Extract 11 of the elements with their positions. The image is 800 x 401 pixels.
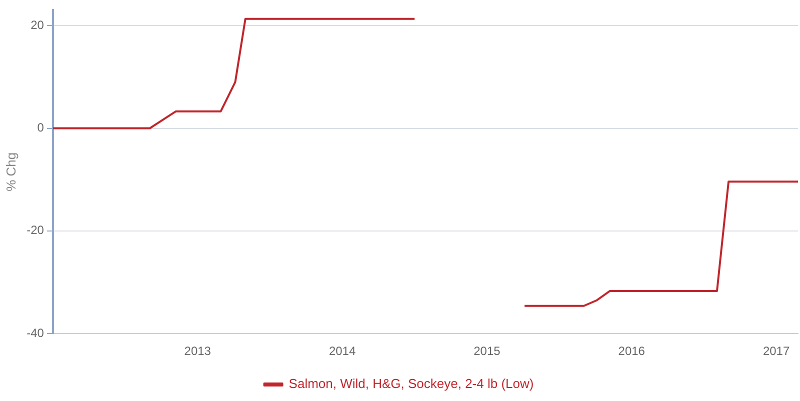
x-tick-label: 2016 bbox=[618, 344, 646, 358]
x-tick-label: 2013 bbox=[184, 344, 212, 358]
x-tick-label: 2017 bbox=[762, 344, 790, 358]
y-tick-label: -20 bbox=[26, 223, 44, 238]
legend-label: Salmon, Wild, H&G, Sockeye, 2-4 lb (Low) bbox=[288, 376, 534, 392]
x-tick-label: 2014 bbox=[328, 344, 356, 358]
y-axis-title: % Chg bbox=[3, 152, 18, 192]
x-tick-label: 2015 bbox=[474, 344, 501, 358]
y-tick-label: 0 bbox=[37, 120, 44, 135]
y-tick-label: 20 bbox=[30, 18, 44, 32]
y-tick-label: -40 bbox=[26, 326, 44, 340]
